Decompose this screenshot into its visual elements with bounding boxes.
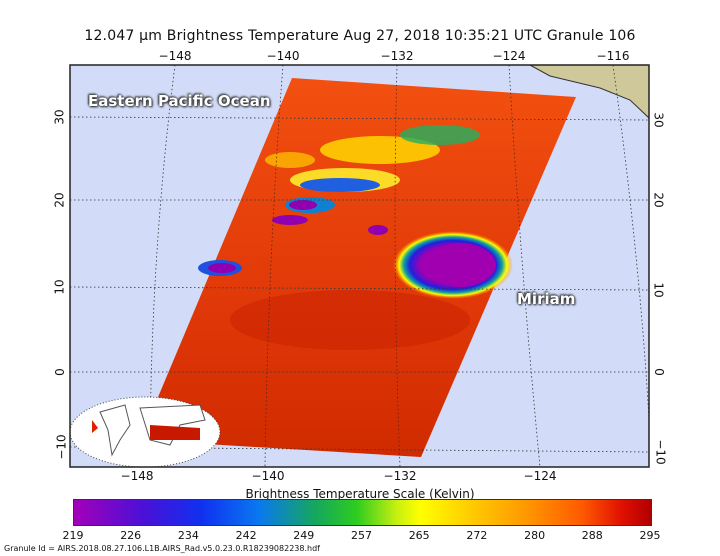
colorbar-tick: 280 (524, 529, 546, 542)
granule-id: Granule Id = AIRS.2018.08.27.106.L1B.AIR… (4, 544, 320, 553)
top-lon-label: −124 (492, 49, 526, 63)
bottom-lon-label: −140 (251, 469, 285, 483)
cloud-features (198, 125, 513, 350)
right-lat-label: 30 (651, 112, 666, 128)
right-lat-label: 20 (651, 192, 666, 208)
colorbar-tick: 249 (293, 529, 315, 542)
bottom-lon-label: −124 (523, 469, 557, 483)
land-north-america (529, 65, 649, 119)
bottom-lon-label: −148 (120, 469, 154, 483)
bottom-lon-label: −132 (383, 469, 417, 483)
colorbar-tick: 265 (408, 529, 430, 542)
top-lon-label: −140 (266, 49, 300, 63)
colorbar-tick: 257 (351, 529, 372, 542)
left-lat-label: 30 (52, 109, 67, 125)
top-lon-label: −132 (380, 49, 414, 63)
world-locator-inset (70, 396, 221, 467)
left-lat-label: −10 (54, 434, 69, 460)
left-lat-label: 10 (52, 279, 67, 295)
map-frame (69, 64, 650, 468)
colorbar-tick: 234 (177, 529, 199, 542)
colorbar-tick: 242 (235, 529, 257, 542)
colorbar-tick: 219 (62, 529, 84, 542)
right-lat-label: 10 (651, 282, 666, 298)
colorbar-tick: 288 (581, 529, 603, 542)
colorbar-title: Brightness Temperature Scale (Kelvin) (245, 487, 475, 501)
storm-label: Miriam (517, 290, 576, 308)
left-lat-label: 0 (52, 368, 67, 376)
colorbar-tick: 295 (639, 529, 661, 542)
top-lon-label: −116 (596, 49, 630, 63)
right-lat-label: 0 (651, 368, 666, 376)
right-lat-label: −10 (653, 439, 668, 465)
colorbar (73, 499, 652, 526)
image-title: 12.047 µm Brightness Temperature Aug 27,… (84, 28, 636, 44)
colorbar-tick: 272 (466, 529, 488, 542)
top-lon-label: −148 (158, 49, 192, 63)
region-label: Eastern Pacific Ocean (88, 92, 271, 110)
left-lat-label: 20 (52, 192, 67, 208)
data-swath (140, 78, 576, 457)
colorbar-tick: 226 (120, 529, 142, 542)
